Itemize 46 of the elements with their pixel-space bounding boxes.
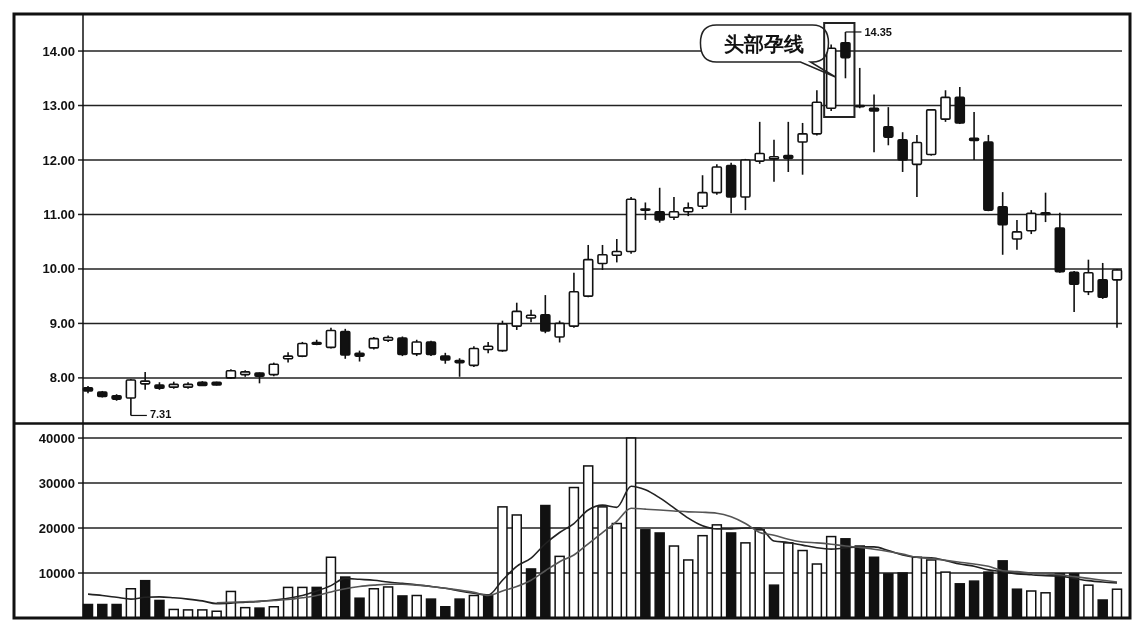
candlestick [1040, 191, 1051, 223]
line-series [87, 485, 1118, 605]
candlestick [597, 244, 608, 271]
candlestick [139, 371, 151, 391]
candlestick [868, 93, 880, 154]
line-series [215, 507, 1118, 604]
candlestick [511, 301, 523, 331]
candlestick [782, 121, 794, 173]
candlestick [697, 174, 708, 210]
y-tick-label: 10.00 [42, 261, 75, 277]
y-tick-label: 14.00 [42, 43, 75, 59]
candlestick [911, 134, 923, 198]
y-tick-label: 13.00 [42, 98, 75, 114]
candlestick [468, 345, 480, 368]
y-tick-label: 11.00 [43, 207, 75, 223]
y-tick-label: 30000 [38, 475, 75, 491]
candlestick [754, 121, 766, 165]
candlestick [1025, 209, 1037, 235]
candlestick [997, 191, 1008, 256]
candlestick [1011, 219, 1023, 251]
candlestick [797, 122, 808, 176]
candlestick [1068, 270, 1080, 313]
annotation: 头部孕线 [724, 32, 805, 56]
y-tick-label: 12.00 [42, 152, 75, 168]
candlestick [554, 319, 565, 344]
candlestick [540, 294, 551, 335]
y-tick-label: 10000 [38, 565, 75, 581]
y-tick-label: 20000 [38, 520, 75, 536]
candlestick [968, 111, 980, 161]
candlestick [768, 139, 780, 183]
y-tick-label: 40000 [38, 430, 75, 446]
candlestick [654, 186, 665, 224]
candlestick [397, 335, 408, 357]
candlestick [1097, 262, 1109, 300]
y-tick-label: 9.00 [49, 315, 75, 331]
candlestick [1083, 258, 1094, 296]
candlestick [668, 196, 680, 221]
annotation: 14.35 [864, 25, 892, 38]
y-tick-label: 8.00 [49, 370, 75, 386]
annotation: 7.31 [149, 408, 172, 421]
candlestick [940, 89, 951, 123]
candlestick [897, 131, 908, 173]
candlestick [1111, 268, 1123, 329]
candlestick [611, 238, 623, 264]
candlestick [883, 106, 894, 147]
candlestick [339, 328, 351, 360]
